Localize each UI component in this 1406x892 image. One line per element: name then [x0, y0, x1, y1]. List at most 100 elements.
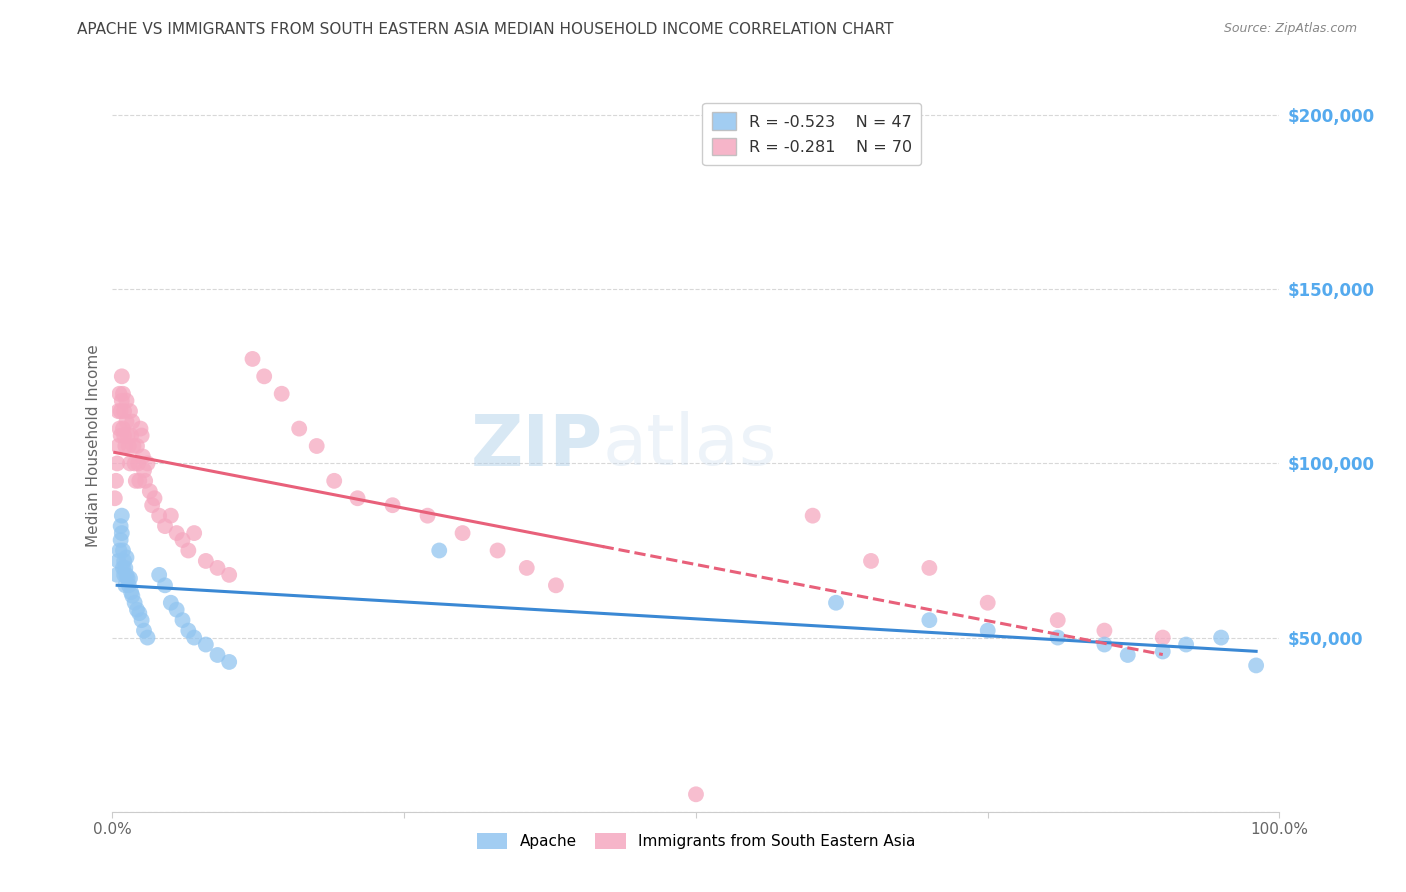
Point [108, 543, 131, 558]
Text: atlas: atlas [603, 411, 778, 481]
Point [125, 439, 148, 453]
Point [132, 450, 155, 464]
Point [486, 543, 509, 558]
Point [107, 439, 129, 453]
Point [270, 386, 292, 401]
Point [194, 554, 217, 568]
Point [172, 533, 194, 547]
Point [183, 526, 205, 541]
Point [1116, 648, 1139, 662]
Point [207, 561, 229, 575]
Point [153, 519, 176, 533]
Point [105, 567, 128, 582]
Point [172, 613, 194, 627]
Point [115, 415, 138, 429]
Point [111, 543, 134, 558]
Point [104, 474, 127, 488]
Point [120, 428, 142, 442]
Point [110, 428, 132, 442]
Point [825, 596, 848, 610]
Point [115, 550, 138, 565]
Point [112, 567, 135, 582]
Point [1175, 638, 1198, 652]
Point [136, 457, 159, 471]
Point [148, 508, 170, 523]
Point [121, 415, 143, 429]
Point [115, 567, 138, 582]
Point [143, 491, 166, 506]
Legend: Apache, Immigrants from South Eastern Asia: Apache, Immigrants from South Eastern As… [471, 827, 921, 855]
Point [127, 457, 149, 471]
Point [111, 386, 134, 401]
Point [166, 603, 188, 617]
Point [1094, 624, 1116, 638]
Point [111, 526, 134, 541]
Point [685, 787, 707, 801]
Point [1152, 644, 1174, 658]
Point [117, 428, 139, 442]
Point [1046, 613, 1069, 627]
Point [111, 369, 134, 384]
Point [111, 393, 134, 408]
Point [218, 655, 240, 669]
Point [111, 561, 134, 575]
Point [1152, 631, 1174, 645]
Point [122, 439, 145, 453]
Point [129, 421, 152, 435]
Y-axis label: Median Household Income: Median Household Income [86, 344, 101, 548]
Point [111, 421, 134, 435]
Point [346, 491, 368, 506]
Point [288, 421, 311, 435]
Point [451, 526, 474, 541]
Point [976, 624, 998, 638]
Text: ZIP: ZIP [471, 411, 603, 481]
Point [112, 554, 135, 568]
Point [544, 578, 567, 592]
Point [121, 589, 143, 603]
Point [108, 386, 131, 401]
Point [118, 439, 141, 453]
Point [114, 578, 136, 592]
Point [107, 554, 129, 568]
Point [115, 393, 138, 408]
Point [1244, 658, 1267, 673]
Point [1094, 638, 1116, 652]
Point [118, 578, 141, 592]
Point [131, 613, 153, 627]
Point [110, 519, 132, 533]
Point [118, 571, 141, 585]
Point [117, 571, 139, 585]
Point [132, 624, 155, 638]
Point [132, 463, 155, 477]
Point [976, 596, 998, 610]
Point [107, 404, 129, 418]
Point [131, 428, 153, 442]
Point [134, 474, 156, 488]
Point [153, 578, 176, 592]
Point [183, 631, 205, 645]
Point [160, 596, 183, 610]
Point [242, 351, 264, 366]
Point [108, 421, 131, 435]
Point [112, 404, 135, 418]
Point [111, 508, 134, 523]
Point [118, 404, 141, 418]
Point [105, 457, 128, 471]
Point [1209, 631, 1232, 645]
Point [139, 484, 162, 499]
Point [110, 404, 132, 418]
Point [125, 474, 148, 488]
Point [381, 498, 404, 512]
Point [128, 474, 150, 488]
Point [427, 543, 450, 558]
Point [112, 428, 135, 442]
Point [323, 474, 346, 488]
Point [1046, 631, 1069, 645]
Point [194, 638, 217, 652]
Point [120, 585, 142, 599]
Point [104, 491, 127, 506]
Point [124, 457, 146, 471]
Point [416, 508, 439, 523]
Point [918, 613, 941, 627]
Point [253, 369, 276, 384]
